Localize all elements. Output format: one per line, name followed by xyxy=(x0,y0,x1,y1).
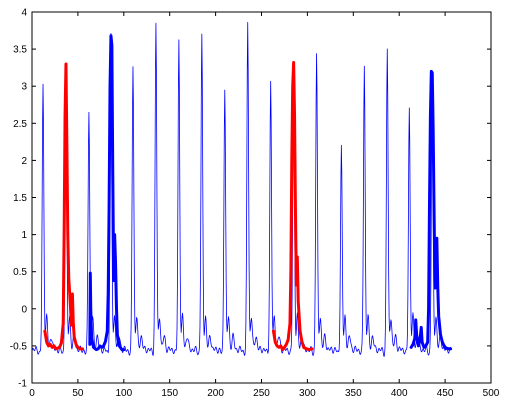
y-tick-label: 0 xyxy=(21,304,27,315)
x-tick-label: 50 xyxy=(72,388,84,399)
series-line-1 xyxy=(43,62,84,351)
series-line-0 xyxy=(31,22,452,357)
x-tick-label: 350 xyxy=(345,388,362,399)
x-tick-label: 250 xyxy=(253,388,270,399)
x-tick-label: 450 xyxy=(437,388,454,399)
y-tick-label: 4 xyxy=(21,8,27,19)
y-tick-label: -0.5 xyxy=(10,341,28,352)
x-tick-label: 500 xyxy=(483,388,500,399)
chart-axes xyxy=(31,11,492,384)
y-tick-label: 3 xyxy=(21,82,27,93)
chart-series xyxy=(31,22,453,357)
y-tick-label: -1 xyxy=(18,379,27,390)
y-tick-label: 0.5 xyxy=(13,267,27,278)
x-tick-label: 400 xyxy=(391,388,408,399)
y-tick-label: 2.5 xyxy=(13,119,27,130)
x-tick-label: 200 xyxy=(207,388,224,399)
series-line-3 xyxy=(271,60,314,352)
series-line-4 xyxy=(409,69,453,351)
y-tick-label: 3.5 xyxy=(13,45,27,56)
x-tick-label: 0 xyxy=(29,388,35,399)
x-tick-label: 150 xyxy=(161,388,178,399)
chart-tick-labels: 0 50 100 150 200 250 300 350 400 450 500 -1 -0.5 0 0.5… xyxy=(10,8,500,400)
x-tick-label: 300 xyxy=(299,388,316,399)
y-tick-label: 1.5 xyxy=(13,193,27,204)
x-tick-label: 100 xyxy=(115,388,132,399)
series-line-2 xyxy=(88,34,126,352)
y-tick-label: 1 xyxy=(21,230,27,241)
y-tick-label: 2 xyxy=(21,156,27,167)
